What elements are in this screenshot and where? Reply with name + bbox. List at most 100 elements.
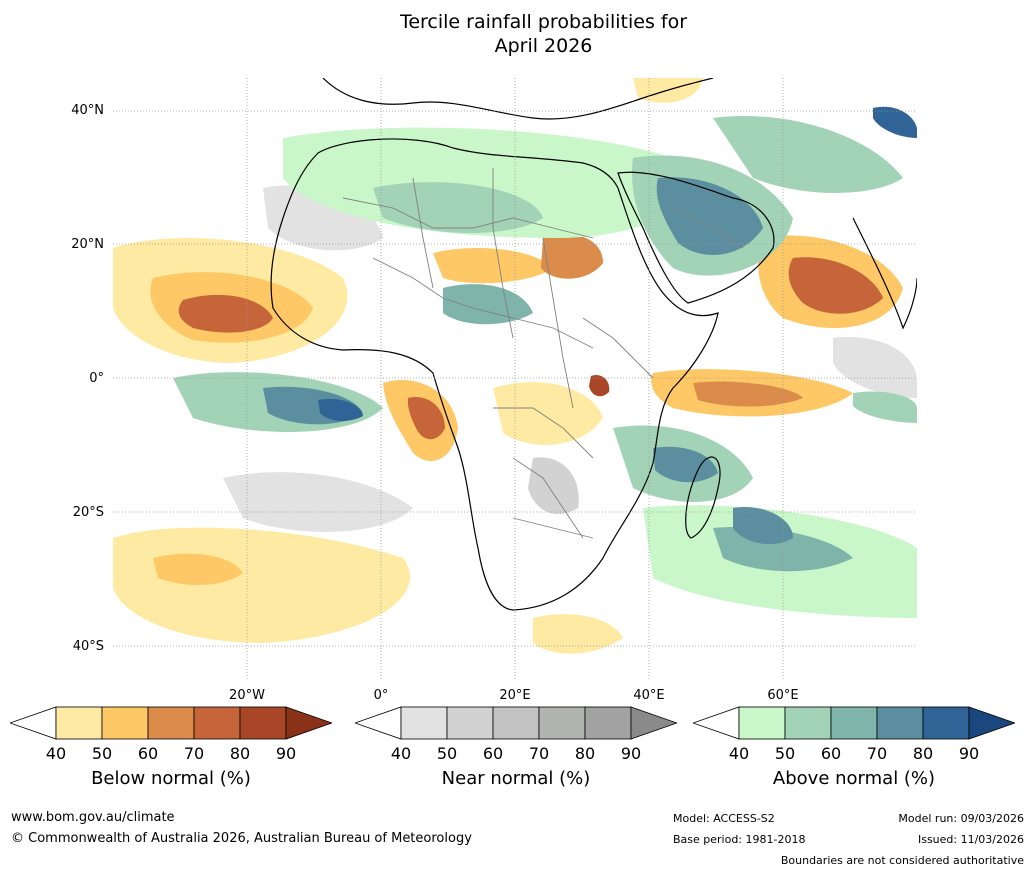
colorbar-below-normal xyxy=(10,705,332,741)
above-tick-50: 50 xyxy=(774,744,796,763)
india-coastline xyxy=(852,217,917,330)
near-patch-arabian-sea xyxy=(833,337,917,398)
below-colorbar-segment xyxy=(147,706,195,740)
near-patch-southern-africa xyxy=(528,457,579,515)
above-patch-sahel-mid xyxy=(443,284,533,325)
below-tick-60: 60 xyxy=(137,744,159,763)
lon-label-40e: 40°E xyxy=(633,688,665,703)
near-tick-60: 60 xyxy=(482,744,504,763)
footer-disclaimer: Boundaries are not considered authoritat… xyxy=(780,854,1024,867)
colorbar-near-normal xyxy=(355,705,677,741)
forecast-map xyxy=(113,78,917,681)
colorbar-below-svg xyxy=(10,706,332,740)
footer-issued: Issued: 11/03/2026 xyxy=(917,833,1024,846)
below-tick-80: 80 xyxy=(229,744,251,763)
coastlines xyxy=(270,78,917,611)
above-tick-80: 80 xyxy=(912,744,934,763)
above-colorbar-segment xyxy=(784,706,832,740)
gridlines xyxy=(113,78,917,681)
border-6 xyxy=(493,407,594,459)
near-colorbar-segment xyxy=(400,706,448,740)
europe-coastline xyxy=(322,78,714,120)
near-tick-80: 80 xyxy=(574,744,596,763)
below-tick-90: 90 xyxy=(275,744,297,763)
title-line-2: April 2026 xyxy=(494,35,593,57)
colorbar-above-normal xyxy=(693,705,1015,741)
colorbar-below-label: Below normal (%) xyxy=(91,768,251,789)
above-tick-70: 70 xyxy=(866,744,888,763)
below-patch-gulf-guinea-core xyxy=(407,397,445,440)
above-patch-mozambique xyxy=(653,446,718,483)
footer-copyright: © Commonwealth of Australia 2026, Austra… xyxy=(11,831,472,846)
above-colorbar-segment xyxy=(922,706,970,740)
above-tick-40: 40 xyxy=(728,744,750,763)
border-2 xyxy=(372,257,594,349)
below-patch-lake-victoria xyxy=(589,374,610,397)
border-9 xyxy=(582,317,654,379)
border-10 xyxy=(672,207,744,249)
above-patch-middle-east xyxy=(713,116,903,193)
border-1 xyxy=(342,197,594,239)
below-patch-india-core xyxy=(788,257,883,314)
near-colorbar-segment xyxy=(538,706,586,740)
below-colorbar-arrow-low xyxy=(10,706,57,740)
lat-label-0: 0° xyxy=(89,371,104,386)
chart-title: Tercile rainfall probabilities for April… xyxy=(0,10,1035,58)
above-tick-90: 90 xyxy=(958,744,980,763)
near-tick-90: 90 xyxy=(620,744,642,763)
border-7 xyxy=(512,457,584,539)
near-colorbar-arrow-low xyxy=(355,706,402,740)
below-patch-atlantic-north-core xyxy=(178,294,273,333)
map-canvas xyxy=(113,78,917,681)
lon-label-60e: 60°E xyxy=(767,688,799,703)
above-colorbar-arrow-low xyxy=(693,706,740,740)
colorbar-near-label: Near normal (%) xyxy=(441,768,591,789)
lat-label-20n: 20°N xyxy=(71,237,104,252)
lat-label-20s: 20°S xyxy=(72,505,104,520)
below-colorbar-segment xyxy=(193,706,241,740)
above-patch-arabia-core xyxy=(656,177,763,255)
colorbar-near-svg xyxy=(355,706,677,740)
africa-coastline xyxy=(270,138,719,611)
below-tick-50: 50 xyxy=(91,744,113,763)
below-colorbar-arrow-high xyxy=(285,706,332,740)
above-tick-60: 60 xyxy=(820,744,842,763)
lat-label-40s: 40°S xyxy=(72,639,104,654)
footer-url: www.bom.gov.au/climate xyxy=(11,810,175,825)
near-colorbar-segment xyxy=(584,706,632,740)
above-colorbar-segment xyxy=(830,706,878,740)
lon-label-20w: 20°W xyxy=(229,688,265,703)
above-patch-caspian xyxy=(873,106,917,138)
below-patch-sahel xyxy=(433,248,553,284)
above-patch-eq-atlantic-peak xyxy=(318,398,363,422)
colorbar-above-label: Above normal (%) xyxy=(772,768,936,789)
arabia-coastline xyxy=(617,171,775,304)
above-patch-madagascar-east xyxy=(733,507,793,545)
border-4 xyxy=(492,168,514,339)
near-colorbar-segment xyxy=(446,706,494,740)
above-patch-east-equatorial xyxy=(853,391,917,423)
below-tick-70: 70 xyxy=(183,744,205,763)
near-colorbar-arrow-high xyxy=(630,706,677,740)
below-patch-indian-ocean-core xyxy=(693,381,803,407)
border-8 xyxy=(512,517,594,539)
below-patch-south-africa xyxy=(533,614,623,654)
near-patch-south-atlantic xyxy=(223,472,413,532)
below-patch-south-atlantic-2 xyxy=(153,553,243,585)
near-colorbar-segment xyxy=(492,706,540,740)
near-tick-40: 40 xyxy=(390,744,412,763)
below-patch-congo xyxy=(493,382,603,445)
near-tick-70: 70 xyxy=(528,744,550,763)
lon-label-0: 0° xyxy=(373,688,389,703)
colorbar-above-svg xyxy=(693,706,1015,740)
above-colorbar-segment xyxy=(738,706,786,740)
near-tick-50: 50 xyxy=(436,744,458,763)
border-5 xyxy=(542,237,574,409)
title-line-1: Tercile rainfall probabilities for xyxy=(399,11,688,33)
footer-model-run: Model run: 09/03/2026 xyxy=(898,812,1024,825)
lon-label-20e: 20°E xyxy=(499,688,531,703)
below-patch-south-atlantic xyxy=(113,527,411,643)
madagascar-coastline xyxy=(685,456,721,539)
border-3 xyxy=(412,177,434,289)
below-patch-sahara xyxy=(541,234,603,279)
